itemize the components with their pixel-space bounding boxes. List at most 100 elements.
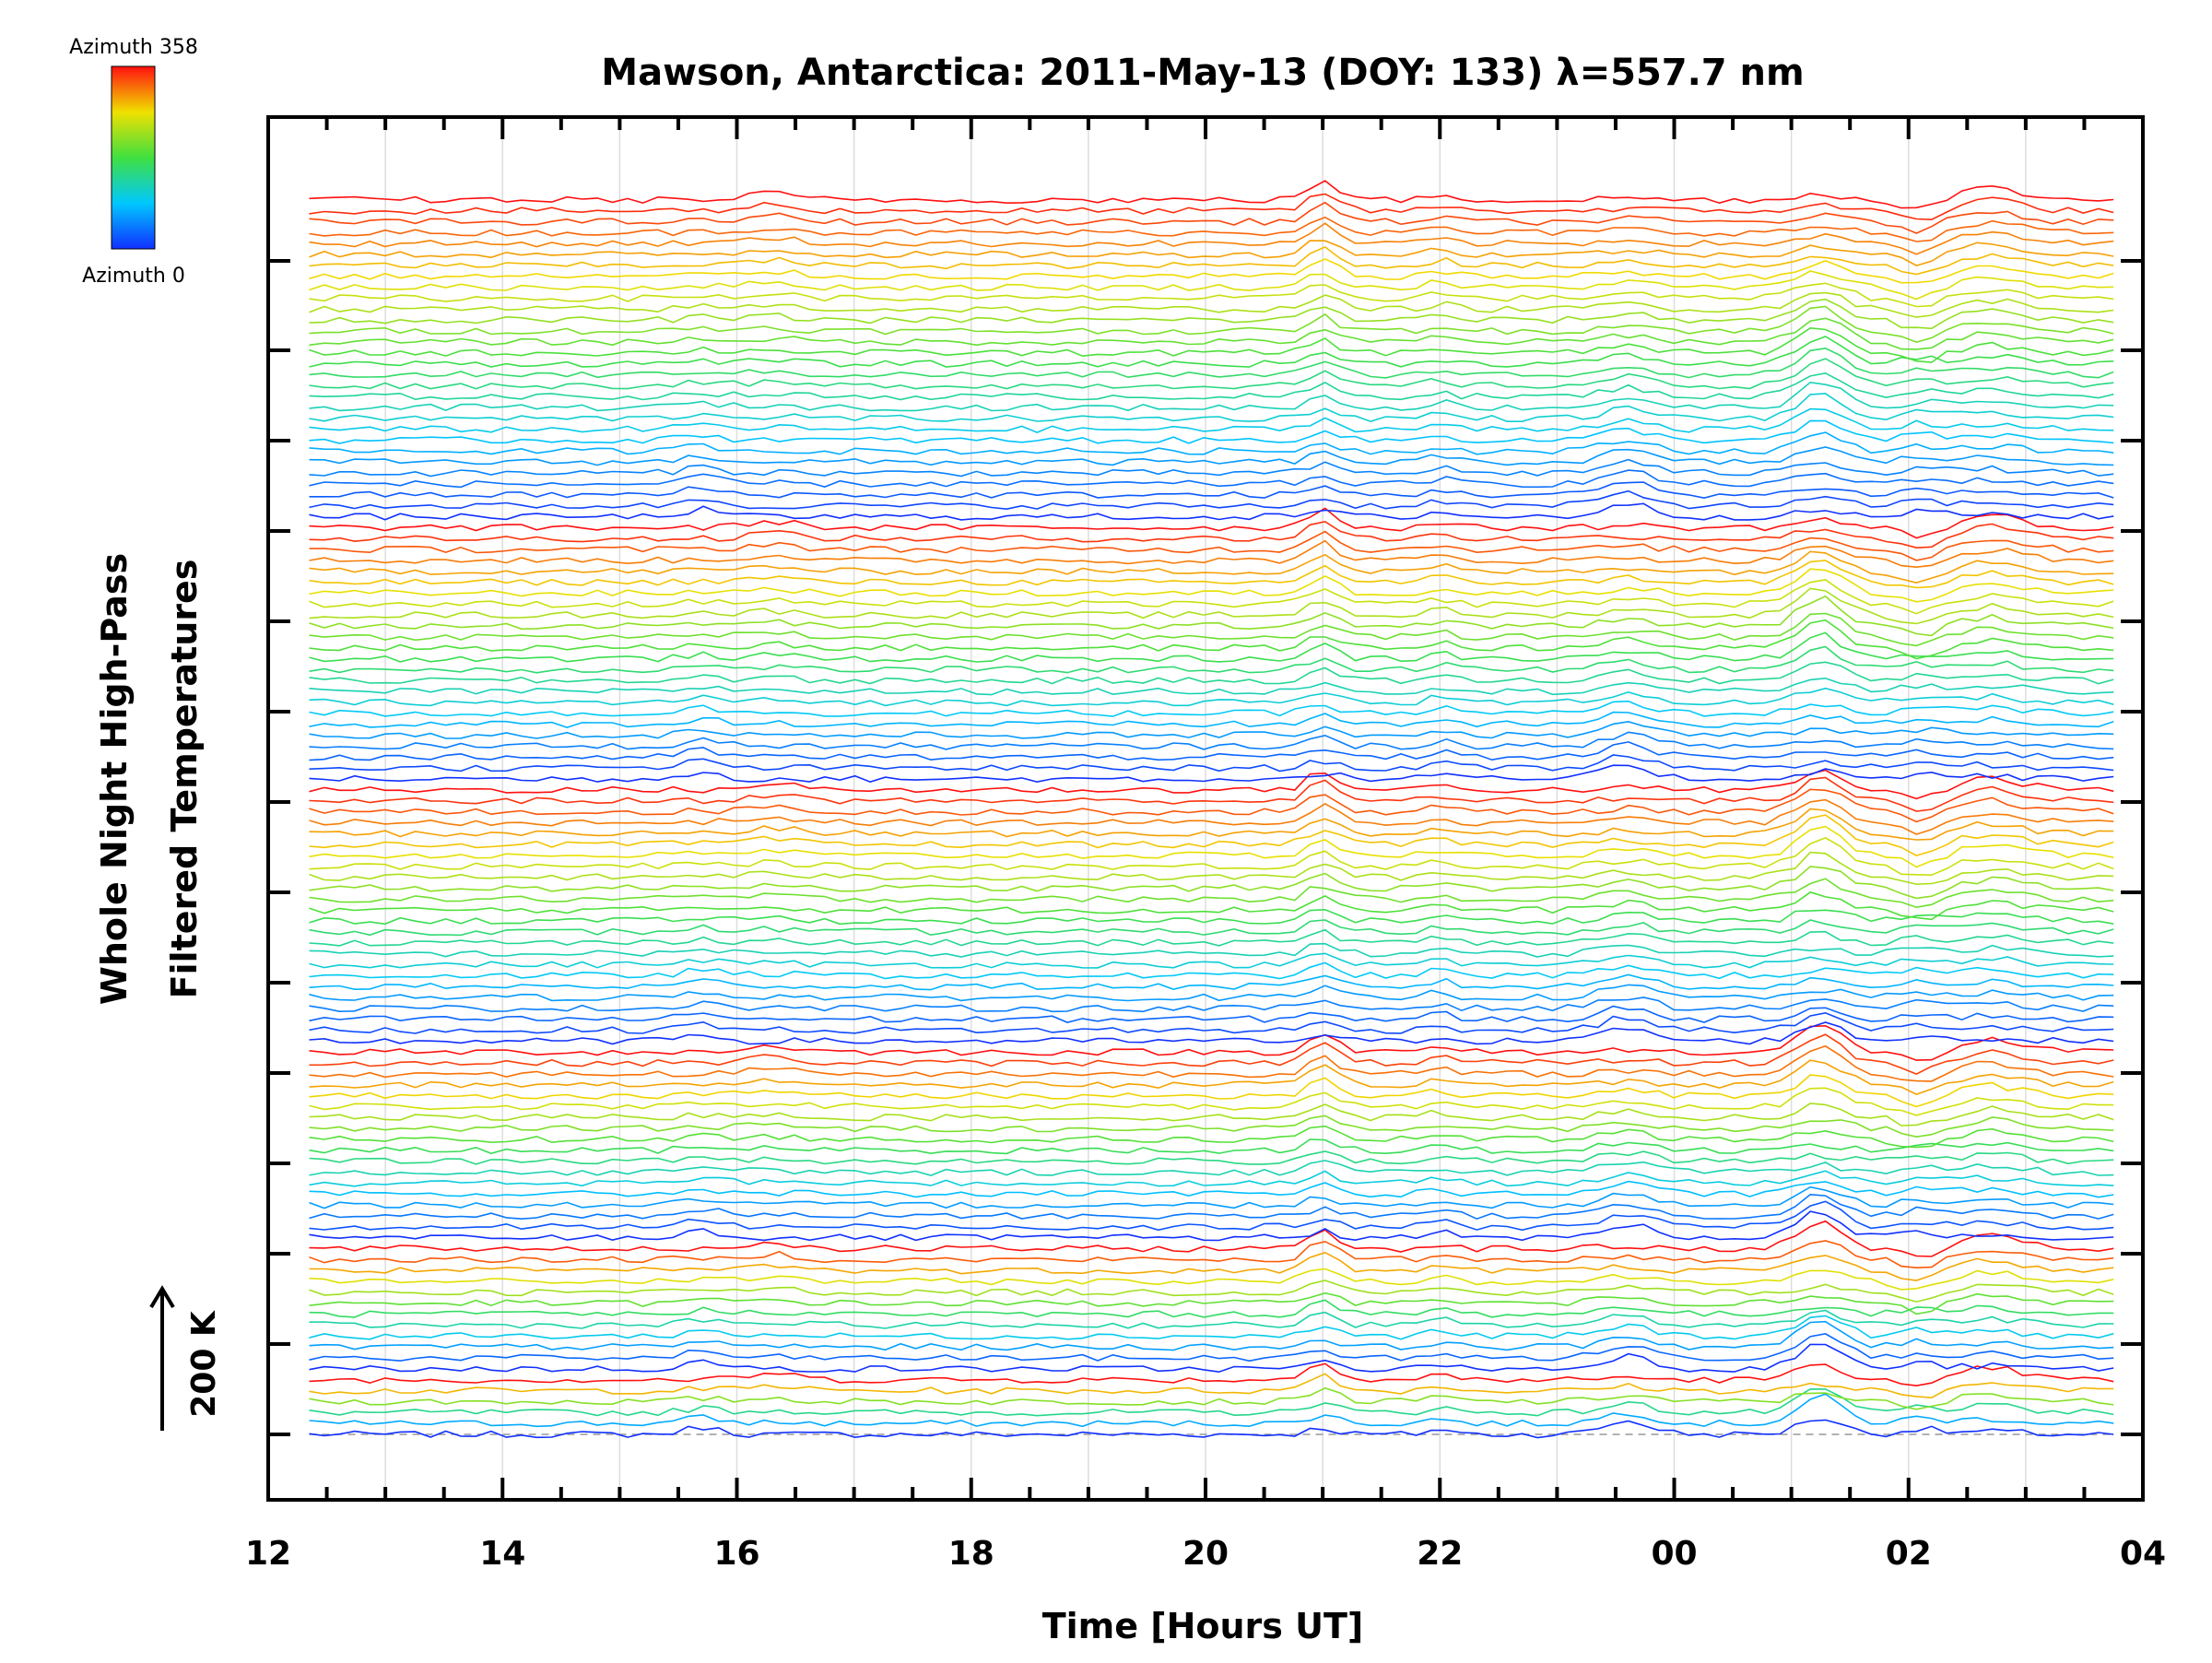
series-line <box>309 550 2114 584</box>
series-line <box>309 446 2114 466</box>
y-axis-label-line-2: Filtered Temperatures <box>164 560 205 999</box>
series-lines <box>309 180 2114 1439</box>
scale-arrow-head <box>149 1285 175 1309</box>
series-line <box>309 808 2114 841</box>
scale-bar: 200 K <box>149 1285 223 1431</box>
series-line <box>309 407 2114 433</box>
series-line <box>309 520 2114 549</box>
series-line <box>309 1299 2114 1318</box>
series-line <box>309 837 2114 877</box>
series-line <box>309 1309 2114 1329</box>
series-line <box>309 1115 2114 1138</box>
series-line <box>309 1210 2114 1242</box>
series-line <box>309 305 2114 343</box>
series-line <box>309 245 2114 276</box>
series-line <box>309 180 2114 209</box>
series-line <box>309 952 2114 969</box>
series-line <box>309 595 2114 637</box>
series-line <box>309 754 2114 773</box>
x-tick-label: 16 <box>713 1535 759 1573</box>
series-line <box>309 814 2114 856</box>
series-line <box>309 1386 2114 1410</box>
series-line <box>309 317 2114 350</box>
series-line <box>309 193 2114 221</box>
axis-ticks <box>266 117 2145 1500</box>
series-line <box>309 1059 2114 1095</box>
series-line <box>309 270 2114 301</box>
series-line <box>309 878 2114 909</box>
series-line <box>309 961 2114 980</box>
series-line <box>309 1074 2114 1108</box>
series-line <box>309 1373 2114 1399</box>
series-line <box>309 1150 2114 1165</box>
series-line <box>309 336 2114 368</box>
colorbar-bottom-label: Azimuth 0 <box>82 265 185 288</box>
series-line <box>309 347 2114 379</box>
series-line <box>309 381 2114 412</box>
x-tick-label: 14 <box>479 1535 525 1573</box>
series-line <box>309 720 2114 739</box>
series-line <box>309 1362 2114 1387</box>
series-line <box>309 984 2114 1002</box>
series-line <box>309 919 2114 937</box>
series-line <box>309 1333 2114 1362</box>
series-line <box>309 372 2114 401</box>
series-line <box>309 568 2114 603</box>
series-line <box>309 419 2114 444</box>
series-line <box>309 1180 2114 1198</box>
series-line <box>309 1240 2114 1269</box>
y-axis-label-line-1: Whole Night High-Pass <box>94 553 135 1005</box>
series-line <box>309 1170 2114 1187</box>
series-line <box>309 908 2114 926</box>
scale-bar-label: 200 K <box>185 1310 223 1418</box>
series-line <box>309 866 2114 900</box>
x-tick-label: 00 <box>1651 1535 1697 1573</box>
series-line <box>309 469 2114 489</box>
series-line <box>309 1125 2114 1149</box>
series-line <box>309 677 2114 696</box>
series-line <box>309 973 2114 991</box>
series-line <box>309 560 2114 589</box>
series-line <box>309 612 2114 647</box>
x-tick-label: 12 <box>245 1535 291 1573</box>
series-line <box>309 1419 2114 1439</box>
series-line <box>309 1387 2114 1417</box>
series-line <box>309 240 2114 266</box>
series-line <box>309 1138 2114 1155</box>
series-line <box>309 764 2114 784</box>
series-line <box>309 1103 2114 1126</box>
series-line <box>309 1291 2114 1315</box>
series-line <box>309 1033 2114 1075</box>
series-line <box>309 507 2114 539</box>
series-line <box>309 1280 2114 1303</box>
x-tick-label: 18 <box>948 1535 994 1573</box>
x-tick-label: 20 <box>1182 1535 1229 1573</box>
series-line <box>309 769 2114 800</box>
series-line <box>309 282 2114 308</box>
series-line <box>309 711 2114 728</box>
series-line <box>309 587 2114 625</box>
series-line <box>309 1021 2114 1045</box>
series-line <box>309 1160 2114 1176</box>
x-tick-label: 02 <box>1886 1535 1932 1573</box>
series-line <box>309 481 2114 500</box>
x-tick-label: 04 <box>2120 1535 2166 1573</box>
series-line <box>309 298 2114 330</box>
series-line <box>309 645 2114 674</box>
series-line <box>309 222 2114 255</box>
series-line <box>309 1343 2114 1374</box>
series-line <box>309 851 2114 886</box>
series-line <box>309 489 2114 511</box>
series-line <box>309 201 2114 234</box>
series-line <box>309 942 2114 958</box>
series-line <box>309 825 2114 868</box>
colorbar: Azimuth 358 Azimuth 0 <box>69 36 198 288</box>
series-line <box>309 1005 2114 1023</box>
series-line <box>309 502 2114 521</box>
series-line <box>309 731 2114 750</box>
series-line <box>309 393 2114 423</box>
series-line <box>309 928 2114 947</box>
series-line <box>309 326 2114 363</box>
